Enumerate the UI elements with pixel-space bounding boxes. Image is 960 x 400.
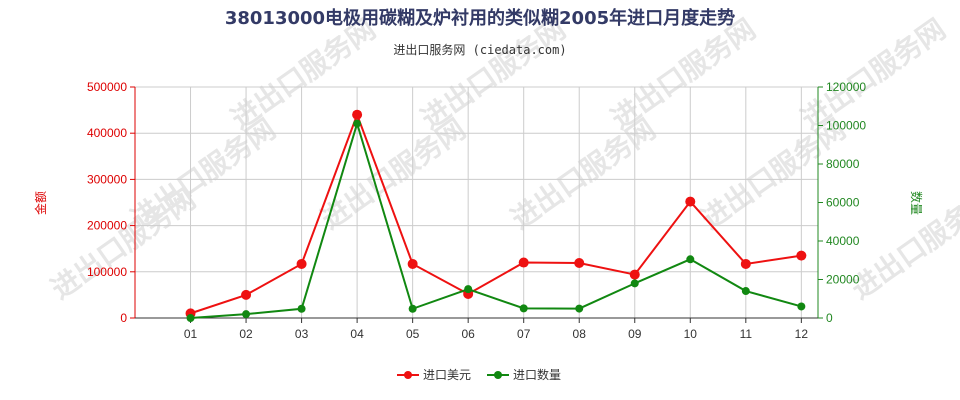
data-point [685, 196, 696, 207]
series-line [190, 111, 802, 315]
y-axis-right-ticks: 0 20000 40000 60000 80000 100000 120000 [818, 80, 866, 325]
data-point [797, 302, 806, 311]
legend: 进口美元 进口数量 [397, 367, 561, 382]
watermark-text: 进出口服务网 [505, 112, 662, 235]
data-point [630, 279, 639, 288]
y-left-tick-label: 500000 [87, 80, 127, 94]
watermark-text: 进出口服务网 [415, 12, 572, 135]
legend-swatch-marker [494, 371, 502, 379]
y-axis-left-ticks: 0 100000 200000 300000 400000 500000 [87, 80, 135, 325]
data-point [408, 304, 417, 313]
series-layer [185, 109, 807, 322]
y-left-tick-label: 200000 [87, 219, 127, 233]
y-right-tick-label: 40000 [826, 234, 860, 248]
x-axis-ticks: 01 02 03 04 05 06 07 08 09 10 11 12 [184, 318, 808, 341]
legend-label: 进口美元 [423, 368, 471, 382]
data-point [575, 304, 584, 313]
legend-label: 进口数量 [513, 367, 561, 382]
watermark-text: 进出口服务网 [795, 12, 952, 135]
data-point [741, 287, 750, 296]
watermark-text: 进出口服务网 [45, 182, 202, 305]
x-tick-label: 11 [740, 327, 753, 341]
data-point [796, 250, 807, 261]
chart-subtitle: 进出口服务网 (ciedata.com) [393, 42, 566, 57]
x-tick-label: 05 [406, 327, 420, 341]
data-point [740, 258, 751, 269]
series-2 [186, 119, 806, 322]
y-left-tick-label: 100000 [87, 265, 127, 279]
watermark-text: 进出口服务网 [315, 112, 472, 235]
data-point [241, 289, 252, 300]
data-point [407, 258, 418, 269]
y-right-tick-label: 60000 [826, 196, 860, 210]
x-tick-label: 04 [350, 327, 364, 341]
y-axis-right-label: 数量 [909, 191, 924, 215]
y-left-tick-label: 0 [120, 311, 127, 325]
data-point [242, 310, 251, 319]
data-point [464, 285, 473, 294]
y-right-tick-label: 100000 [826, 119, 866, 133]
data-point [518, 257, 529, 268]
data-point [297, 304, 306, 313]
data-point [186, 314, 195, 322]
x-tick-label: 03 [295, 327, 309, 341]
x-tick-label: 12 [795, 327, 809, 341]
data-point [686, 255, 695, 264]
data-point [574, 258, 585, 269]
data-point [296, 258, 307, 269]
data-point [519, 304, 528, 313]
y-right-tick-label: 120000 [826, 80, 866, 94]
y-right-tick-label: 20000 [826, 273, 860, 287]
series-1 [185, 109, 807, 319]
x-tick-label: 10 [684, 327, 698, 341]
series-line [190, 120, 802, 319]
x-tick-label: 02 [239, 327, 253, 341]
x-tick-label: 07 [517, 327, 531, 341]
y-right-tick-label: 80000 [826, 157, 860, 171]
y-axis-left-label: 金额 [33, 191, 48, 215]
chart-title: 38013000电极用碳糊及炉衬用的类似糊2005年进口月度走势 [225, 7, 735, 29]
watermark-text: 进出口服务网 [845, 182, 960, 305]
data-point [353, 119, 362, 128]
x-tick-label: 09 [628, 327, 642, 341]
x-tick-label: 08 [573, 327, 587, 341]
legend-swatch-marker [404, 371, 412, 379]
x-tick-label: 01 [184, 327, 198, 341]
y-right-tick-label: 0 [826, 311, 833, 325]
watermark-text: 进出口服务网 [605, 12, 762, 135]
y-left-tick-label: 400000 [87, 126, 127, 140]
data-point [629, 269, 640, 280]
y-left-tick-label: 300000 [87, 172, 127, 186]
x-tick-label: 06 [461, 327, 475, 341]
data-point [352, 109, 363, 120]
